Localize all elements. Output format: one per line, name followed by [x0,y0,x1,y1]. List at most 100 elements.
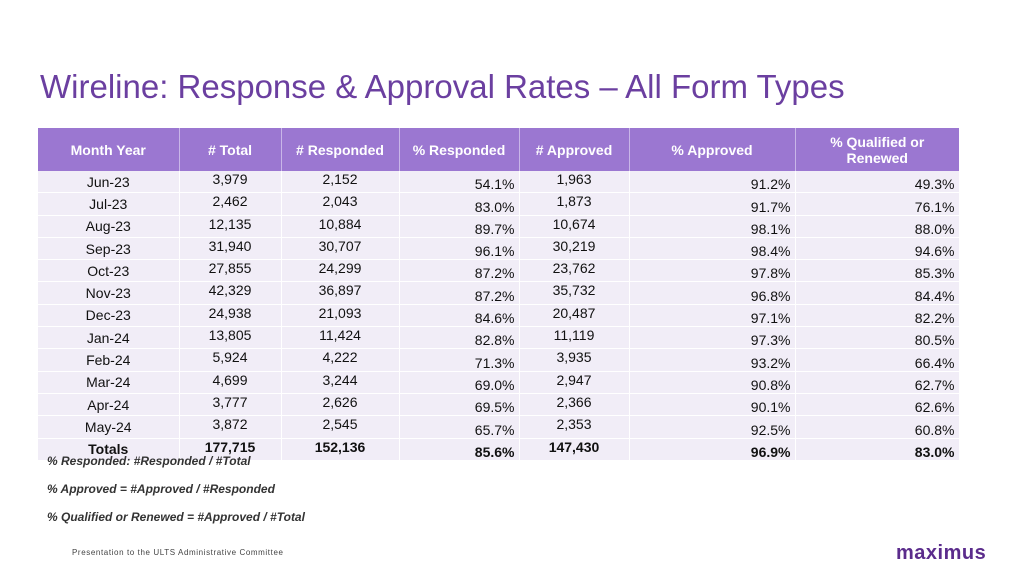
table-cell: 93.2% [629,348,796,372]
table-cell: 69.0% [399,371,520,394]
table-cell: 96.8% [629,281,796,305]
totals-cell: 152,136 [281,438,400,461]
totals-cell: 85.6% [399,438,520,461]
table-cell: 69.5% [399,393,520,417]
table-cell: Aug-23 [38,215,180,238]
totals-cell: 147,430 [519,438,630,461]
table-cell: 80.5% [795,326,960,350]
table-cell: 1,963 [519,171,630,194]
table-cell: 3,872 [179,415,282,439]
totals-cell: 83.0% [795,438,960,461]
table-cell: 91.2% [629,171,796,194]
table-cell: 76.1% [795,192,960,216]
table-cell: 62.7% [795,371,960,394]
table-cell: 4,699 [179,371,282,394]
table-cell: 42,329 [179,281,282,305]
table-cell: 49.3% [795,171,960,194]
column-header: % Qualified or Renewed [795,128,959,171]
totals-cell: 177,715 [179,438,282,461]
totals-row: Totals 177,715 152,136 85.6% 147,430 96.9% 83.… [38,438,960,461]
table-cell: 3,979 [179,171,282,194]
table-cell: 98.4% [629,237,796,261]
table-cell: 2,366 [519,393,630,417]
table-body: Jun-23 3,979 2,152 54.1% 1,963 91.2% 49.3% Jul-… [38,171,960,461]
table-cell: 92.5% [629,415,796,439]
table-cell: 3,777 [179,393,282,417]
maximus-logo: maximus [896,542,987,564]
table-cell: 85.3% [795,259,960,283]
table-row: Aug-23 12,135 10,884 89.7% 10,674 98.1% 88.0% [38,215,960,238]
table-cell: 91.7% [629,192,796,216]
table-cell: 35,732 [519,281,630,305]
table-row: Jul-23 2,462 2,043 83.0% 1,873 91.7% 76.1% [38,192,960,216]
table-cell: 36,897 [281,281,400,305]
table-cell: 2,626 [281,393,400,417]
table-row: Oct-23 27,855 24,299 87.2% 23,762 97.8% 85.3% [38,259,960,283]
table-cell: 30,219 [519,237,630,261]
table-cell: 23,762 [519,259,630,283]
column-header: # Responded [281,128,400,171]
table-cell: 2,462 [179,192,282,216]
table-cell: 13,805 [179,326,282,350]
table-cell: 97.3% [629,326,796,350]
column-header: % Responded [399,128,520,171]
table-cell: 10,884 [281,215,400,238]
table-cell: 4,222 [281,348,400,372]
table-cell: 87.2% [399,259,520,283]
table-cell: 24,299 [281,259,400,283]
table-cell: 2,353 [519,415,630,439]
table-cell: 3,244 [281,371,400,394]
table-cell: 27,855 [179,259,282,283]
table-cell: Apr-24 [38,393,180,417]
table-row: Apr-24 3,777 2,626 69.5% 2,366 90.1% 62.6% [38,393,960,417]
table-cell: 2,545 [281,415,400,439]
table-cell: 31,940 [179,237,282,261]
table-cell: Mar-24 [38,371,180,394]
rates-table: Month Year # Total # Responded% Responded #… [38,128,960,461]
note-qualified: % Qualified or Renewed = #Approved / #To… [47,510,305,524]
table-cell: 83.0% [399,192,520,216]
table-cell: 90.8% [629,371,796,394]
footer-text: Presentation to the ULTS Administrative … [72,548,284,557]
table-cell: 21,093 [281,304,400,328]
column-header: % Approved [629,128,796,171]
table-cell: 88.0% [795,215,960,238]
column-header: # Approved [519,128,630,171]
slide-title: Wireline: Response & Approval Rates – Al… [40,68,845,105]
table-row: Dec-23 24,938 21,093 84.6% 20,487 97.1% 82.2% [38,304,960,328]
column-header: # Total [179,128,282,171]
table-cell: 5,924 [179,348,282,372]
column-header: Month Year [38,128,180,171]
table-cell: Oct-23 [38,259,180,283]
note-approved: % Approved = #Approved / #Responded [47,482,275,496]
totals-cell: 96.9% [629,438,796,461]
table-cell: Jun-23 [38,171,180,194]
table-cell: 82.8% [399,326,520,350]
table-cell: 97.1% [629,304,796,328]
table-cell: 2,947 [519,371,630,394]
table-cell: 94.6% [795,237,960,261]
table-cell: Dec-23 [38,304,180,328]
table-cell: 11,119 [519,326,630,350]
totals-cell: Totals [38,438,180,461]
table-cell: 62.6% [795,393,960,417]
table-cell: Nov-23 [38,281,180,305]
table-cell: 2,152 [281,171,400,194]
table-cell: 2,043 [281,192,400,216]
table-cell: 11,424 [281,326,400,350]
table-cell: 96.1% [399,237,520,261]
table-cell: 10,674 [519,215,630,238]
table-cell: 1,873 [519,192,630,216]
table-cell: 30,707 [281,237,400,261]
table-cell: 82.2% [795,304,960,328]
table-cell: 98.1% [629,215,796,238]
table-cell: 20,487 [519,304,630,328]
table-row: Nov-23 42,329 36,897 87.2% 35,732 96.8% 84.4% [38,281,960,305]
table-cell: 84.6% [399,304,520,328]
table-cell: Jul-23 [38,192,180,216]
table-row: Jan-24 13,805 11,424 82.8% 11,119 97.3% 80.5% [38,326,960,350]
table-row: Sep-23 31,940 30,707 96.1% 30,219 98.4% 94.6% [38,237,960,261]
table-cell: May-24 [38,415,180,439]
table-cell: 65.7% [399,415,520,439]
table-cell: Jan-24 [38,326,180,350]
